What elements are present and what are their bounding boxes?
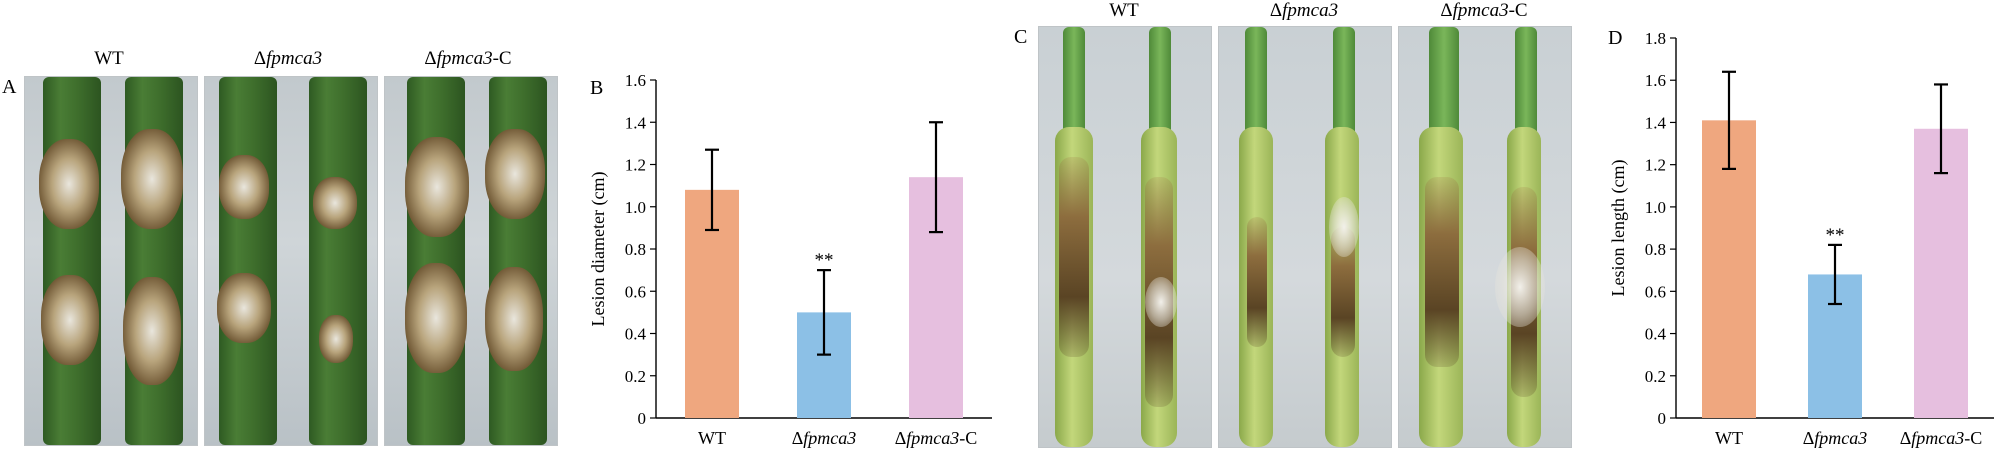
chart-d: D 0 0.2 0.4 0.6 0.8 1.0 1.2 1.4 1.6 1.8 Lesion leng… <box>1608 27 1994 448</box>
panel-letter: B <box>590 77 603 99</box>
photo-label-wt-c: WT <box>1109 0 1139 21</box>
sheath-photo-wt <box>1038 26 1212 448</box>
photo-label-complement-c: Δfpmca3-C <box>1440 0 1528 21</box>
significance-label: ** <box>815 250 834 271</box>
y-tick-label: 0.8 <box>1645 240 1666 259</box>
y-tick-label: 0.8 <box>625 240 646 259</box>
y-tick-label: 0 <box>638 409 647 428</box>
y-tick-label: 1.6 <box>1645 71 1666 90</box>
y-tick-label: 1.8 <box>1645 29 1666 48</box>
y-tick-label: 1.2 <box>625 156 646 175</box>
y-tick-label: 0.4 <box>625 325 647 344</box>
leaf-photo-mutant <box>204 76 378 446</box>
y-axis-label: Lesion diameter (cm) <box>588 172 609 327</box>
leaf-photo-complement <box>384 76 558 446</box>
y-tick-label: 1.0 <box>625 198 646 217</box>
y-tick-label: 1.2 <box>1645 156 1666 175</box>
panel-letter: D <box>1608 27 1622 49</box>
y-tick-label: 0.6 <box>625 282 646 301</box>
y-tick-label: 1.4 <box>625 113 647 132</box>
x-tick-label: Δfpmca3 <box>792 428 857 448</box>
y-tick-label: 0.4 <box>1645 325 1667 344</box>
chart-b: B 0 0.2 0.4 0.6 0.8 1.0 1.2 1.4 1.6 Lesion diamete… <box>588 71 992 448</box>
y-axis-label: Lesion length (cm) <box>1608 160 1629 297</box>
y-tick-label: 1.6 <box>625 71 646 90</box>
y-tick-label: 0 <box>1658 409 1667 428</box>
photo-label-mutant-c: Δfpmca3 <box>1269 0 1339 21</box>
x-tick-label: Δfpmca3-C <box>895 428 978 448</box>
panel-letter-c: C <box>1014 26 1028 48</box>
y-tick-label: 1.4 <box>1645 113 1667 132</box>
y-tick-label: 0.2 <box>1645 367 1666 386</box>
sheath-photo-complement <box>1398 26 1572 448</box>
y-tick-label: 0.6 <box>1645 282 1666 301</box>
significance-label: ** <box>1826 225 1845 246</box>
leaf-photo-wt <box>24 76 198 446</box>
photo-label-complement-a: Δfpmca3-C <box>424 48 512 69</box>
x-tick-label: WT <box>1715 428 1743 448</box>
photo-label-wt-a: WT <box>94 48 124 69</box>
photo-label-mutant-a: Δfpmca3 <box>253 48 323 69</box>
x-tick-label: Δfpmca3 <box>1803 428 1868 448</box>
panel-letter-a: A <box>2 76 17 98</box>
x-tick-label: WT <box>698 428 726 448</box>
y-tick-label: 0.2 <box>625 367 646 386</box>
x-tick-label: Δfpmca3-C <box>1900 428 1983 448</box>
sheath-photo-mutant <box>1218 26 1392 448</box>
y-tick-label: 1.0 <box>1645 198 1666 217</box>
bar <box>1914 128 1968 418</box>
